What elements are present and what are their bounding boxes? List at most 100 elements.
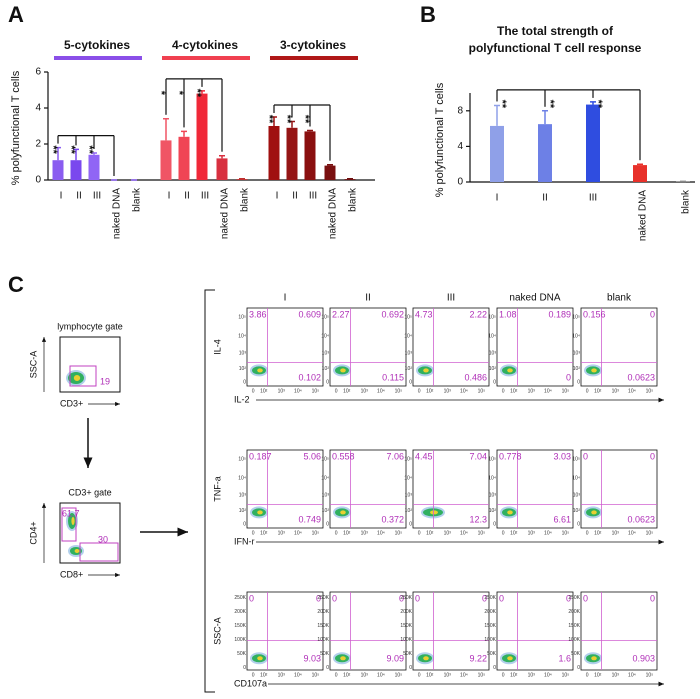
x-tick-label: 10³ bbox=[278, 672, 286, 678]
bracket bbox=[204, 289, 215, 693]
x-tick-label: 10⁵ bbox=[395, 530, 403, 536]
y-tick-label: 10² bbox=[239, 366, 247, 372]
y-tick-label: 10² bbox=[405, 508, 413, 514]
bar bbox=[324, 165, 336, 180]
y-tick-label: 0 bbox=[409, 521, 412, 527]
y-tick-label: 10⁴ bbox=[488, 475, 496, 481]
quadrant-value: 1.08 bbox=[499, 309, 517, 319]
y-tick-label: 10⁴ bbox=[321, 475, 329, 481]
bar bbox=[178, 136, 190, 180]
x-tick-label: 0 bbox=[586, 530, 589, 536]
error-bar bbox=[327, 163, 333, 166]
x-tick-label: 10⁵ bbox=[312, 388, 320, 394]
significance-stars: ** bbox=[263, 115, 275, 124]
quadrant-value: 0 bbox=[249, 593, 254, 603]
x-tick-label: 10⁴ bbox=[294, 530, 302, 536]
quadrant-value: 3.86 bbox=[249, 309, 267, 319]
y-axis-label: % polyfunctional T cells bbox=[434, 82, 446, 197]
x-tick-label: III bbox=[309, 191, 317, 202]
bar bbox=[216, 158, 228, 180]
cell-cluster bbox=[507, 368, 513, 373]
cell-cluster bbox=[430, 510, 438, 515]
y-tick-label: 4 bbox=[35, 103, 41, 114]
column-header: blank bbox=[607, 293, 632, 304]
x-tick-label: 10² bbox=[260, 388, 268, 394]
gate-plot bbox=[59, 336, 121, 393]
y-tick-label: 150K bbox=[484, 623, 496, 629]
error-bar bbox=[91, 152, 97, 155]
y-tick-label: 8 bbox=[457, 105, 463, 116]
x-tick-label: blank bbox=[240, 187, 251, 212]
quadrant-value: 0.903 bbox=[632, 654, 655, 664]
x-tick-label: 10² bbox=[426, 530, 434, 536]
significance-stars: ** bbox=[47, 145, 59, 154]
error-bar bbox=[494, 104, 500, 126]
x-tick-label: 0 bbox=[502, 530, 505, 536]
bar bbox=[70, 160, 82, 180]
y-tick-label: 250K bbox=[400, 595, 412, 601]
bar bbox=[88, 154, 100, 180]
y-tick-label: 100K bbox=[484, 637, 496, 643]
x-tick-label: 10⁴ bbox=[628, 672, 636, 678]
x-tick-label: naked DNA bbox=[220, 188, 231, 239]
x-tick-label: 10⁴ bbox=[294, 672, 302, 678]
x-tick-label: blank bbox=[681, 189, 692, 214]
quadrant-value: 3.03 bbox=[553, 451, 571, 461]
gate-value: 19 bbox=[100, 376, 110, 386]
cell-cluster bbox=[340, 368, 346, 373]
row-y-label: IL-4 bbox=[212, 339, 222, 355]
y-tick-label: 6 bbox=[35, 67, 41, 78]
quadrant-value: 0 bbox=[566, 373, 571, 383]
cell-cluster bbox=[423, 368, 429, 373]
y-tick-label: 10⁵ bbox=[404, 315, 412, 321]
y-tick-label: 100K bbox=[234, 637, 246, 643]
y-tick-label: 200K bbox=[568, 609, 580, 615]
y-tick-label: 10³ bbox=[573, 351, 581, 357]
quadrant-value: 0.189 bbox=[548, 309, 571, 319]
quadrant-value: 12.3 bbox=[469, 515, 487, 525]
x-tick-label: II bbox=[76, 191, 82, 202]
group-title: 4-cytokines bbox=[172, 38, 238, 52]
y-tick-label: 100K bbox=[317, 637, 329, 643]
y-tick-label: 50K bbox=[571, 651, 581, 657]
x-tick-label: 10⁴ bbox=[544, 530, 552, 536]
x-tick-label: 10⁵ bbox=[646, 530, 654, 536]
x-tick-label: 10³ bbox=[444, 672, 452, 678]
y-tick-label: 10⁵ bbox=[321, 315, 329, 321]
x-tick-label: blank bbox=[132, 187, 143, 212]
y-tick-label: 10² bbox=[239, 508, 247, 514]
y-tick-label: 0 bbox=[326, 665, 329, 671]
error-bar bbox=[289, 120, 295, 128]
cell-cluster bbox=[74, 549, 80, 553]
column-header: II bbox=[365, 293, 371, 304]
bar bbox=[286, 127, 298, 180]
quadrant-value: 9.03 bbox=[303, 654, 321, 664]
x-tick-label: II bbox=[184, 191, 190, 202]
x-tick-label: II bbox=[542, 193, 548, 204]
quadrant-value: 0 bbox=[650, 309, 655, 319]
y-axis-label: % polyfunctional T cells bbox=[10, 70, 22, 185]
x-tick-label: I bbox=[496, 193, 499, 204]
y-tick-label: 10² bbox=[322, 366, 330, 372]
quadrant-value: 0.0623 bbox=[627, 515, 655, 525]
x-tick-label: 10³ bbox=[528, 672, 536, 678]
significance-stars: ** bbox=[544, 100, 556, 109]
y-tick-label: 150K bbox=[400, 623, 412, 629]
quadrant-value: 7.04 bbox=[469, 451, 487, 461]
y-tick-label: 10² bbox=[573, 366, 581, 372]
y-tick-label: 0 bbox=[493, 379, 496, 385]
row-y-label: TNF-a bbox=[212, 476, 222, 502]
y-tick-label: 100K bbox=[400, 637, 412, 643]
quadrant-value: 0 bbox=[399, 593, 404, 603]
x-tick-label: 10² bbox=[343, 388, 351, 394]
bar bbox=[268, 126, 280, 180]
y-tick-label: 0 bbox=[243, 521, 246, 527]
x-tick-label: 10³ bbox=[361, 530, 369, 536]
y-tick-label: 10² bbox=[405, 366, 413, 372]
quadrant-value: 0.102 bbox=[298, 373, 321, 383]
x-tick-label: 10² bbox=[426, 672, 434, 678]
chart-title: polyfunctional T cell response bbox=[469, 41, 642, 55]
x-tick-label: 10² bbox=[510, 530, 518, 536]
gate-x-label: CD8+ bbox=[60, 569, 83, 579]
gate-value: 30 bbox=[98, 534, 108, 544]
